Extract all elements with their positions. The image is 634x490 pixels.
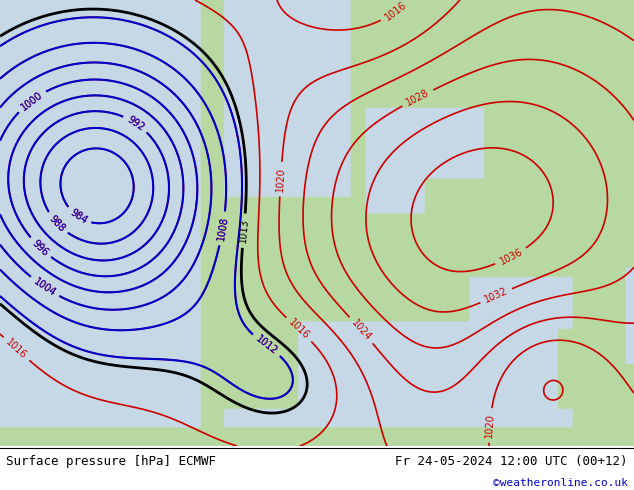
Text: 1000: 1000	[19, 89, 44, 112]
Text: 988: 988	[48, 213, 67, 234]
Text: 1013: 1013	[238, 218, 250, 244]
Text: Surface pressure [hPa] ECMWF: Surface pressure [hPa] ECMWF	[6, 455, 216, 468]
Text: 1000: 1000	[19, 89, 44, 112]
Text: 1016: 1016	[382, 0, 408, 23]
Text: 1012: 1012	[254, 334, 279, 357]
Text: 1016: 1016	[287, 318, 311, 342]
Text: 1012: 1012	[254, 334, 279, 357]
Text: 1024: 1024	[349, 318, 373, 343]
Text: 1004: 1004	[32, 276, 58, 298]
Text: 984: 984	[68, 207, 89, 226]
Text: 1032: 1032	[483, 286, 510, 305]
Text: 992: 992	[126, 114, 146, 133]
Text: 1036: 1036	[498, 246, 524, 267]
Text: 984: 984	[68, 207, 89, 226]
Text: ©weatheronline.co.uk: ©weatheronline.co.uk	[493, 478, 628, 489]
Text: 1028: 1028	[404, 88, 431, 108]
Text: 1020: 1020	[484, 413, 496, 438]
Text: 992: 992	[126, 114, 146, 133]
Text: 988: 988	[48, 213, 67, 234]
Text: Fr 24-05-2024 12:00 UTC (00+12): Fr 24-05-2024 12:00 UTC (00+12)	[395, 455, 628, 468]
Text: 996: 996	[30, 238, 50, 258]
Text: 1020: 1020	[275, 167, 287, 192]
Text: 1004: 1004	[32, 276, 58, 298]
Text: 1008: 1008	[216, 216, 230, 242]
Text: 1016: 1016	[4, 337, 29, 361]
Text: 996: 996	[30, 238, 50, 258]
Text: 1008: 1008	[216, 216, 230, 242]
